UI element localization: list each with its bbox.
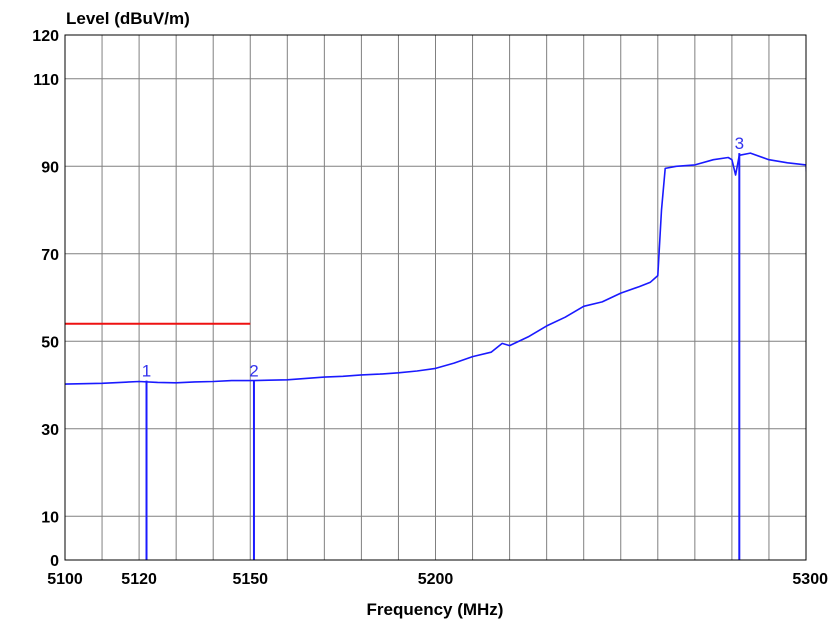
x-tick-label: 5200: [418, 571, 454, 588]
x-tick-label: 5300: [792, 571, 828, 588]
y-tick-label: 120: [32, 28, 59, 45]
x-tick-label: 5150: [232, 571, 268, 588]
x-tick-label: 5100: [47, 571, 83, 588]
marker-group: 1 2 3: [142, 134, 744, 560]
grid-lines: [65, 35, 806, 560]
y-tick-label: 10: [41, 509, 59, 526]
marker-3-label: 3: [735, 134, 744, 153]
y-tick-label: 30: [41, 422, 59, 439]
x-tick-labels: 5100 5120 5150 5200 5300: [47, 571, 828, 588]
x-tick-label: 5120: [121, 571, 157, 588]
y-tick-label: 110: [33, 72, 59, 89]
y-tick-label: 70: [41, 247, 59, 264]
y-tick-label: 0: [50, 553, 59, 570]
y-axis-title: Level (dBuV/m): [66, 9, 190, 28]
marker-1-label: 1: [142, 362, 151, 381]
y-tick-label: 90: [41, 159, 59, 176]
x-axis-title: Frequency (MHz): [367, 600, 504, 619]
y-tick-labels: 0 10 30 50 70 90 110 120: [32, 28, 59, 570]
trace-group: [65, 152, 806, 385]
y-tick-label: 50: [41, 334, 59, 351]
trace-line: [65, 152, 806, 385]
marker-2-label: 2: [249, 362, 258, 381]
plot-frame: [64, 34, 807, 561]
